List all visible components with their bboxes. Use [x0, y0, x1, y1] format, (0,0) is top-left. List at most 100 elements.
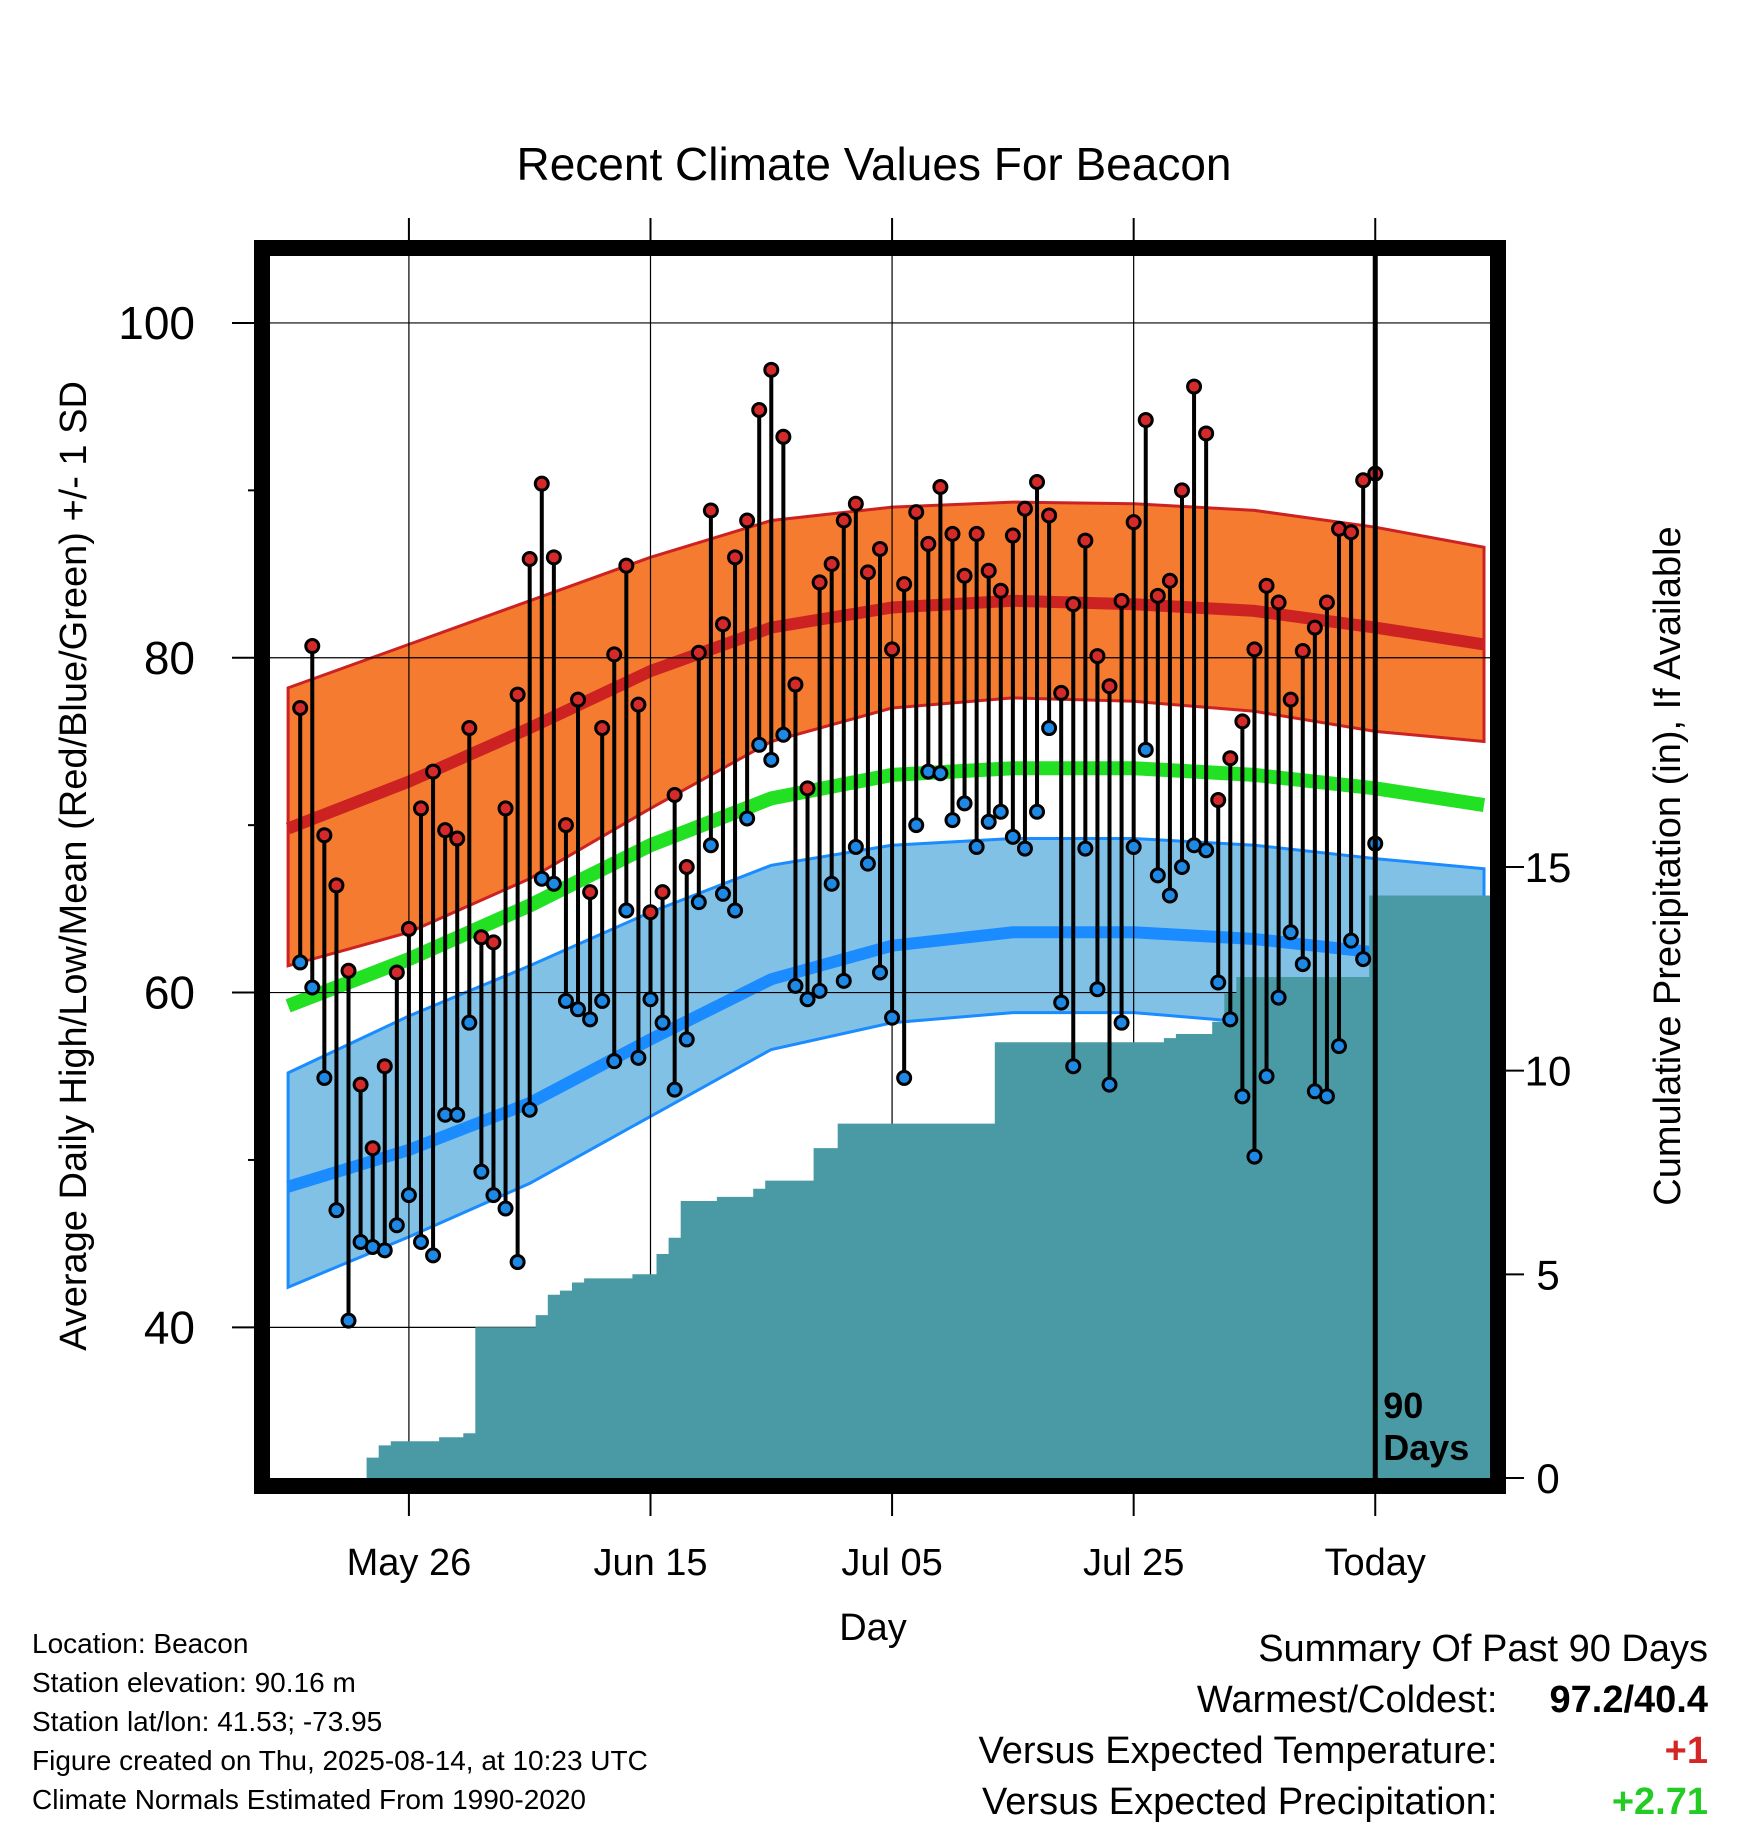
y2-tick-label: 5 — [1536, 1251, 1559, 1298]
low-point — [1101, 1076, 1118, 1093]
low-point — [570, 1001, 587, 1018]
low-point — [751, 736, 768, 753]
low-point — [388, 1217, 405, 1234]
high-point — [485, 934, 502, 951]
high-point — [1041, 507, 1058, 524]
summary-title: Summary Of Past 90 Days — [1258, 1628, 1708, 1670]
low-point — [799, 991, 816, 1008]
low-point — [1016, 840, 1033, 857]
precip-value: +2.71 — [1611, 1781, 1708, 1823]
x-tick-label: Today — [1325, 1542, 1426, 1584]
low-point — [678, 1031, 695, 1048]
high-point — [352, 1076, 369, 1093]
low-point — [1210, 974, 1227, 991]
axes: May 26 Jun 15 Jul 05 Jul 25 Today 40 60 80 100 0 5… — [118, 218, 1571, 1584]
x-axis-title: Day — [839, 1607, 907, 1649]
low-point — [376, 1242, 393, 1259]
high-point — [618, 557, 635, 574]
high-point — [1343, 524, 1360, 541]
high-point — [823, 556, 840, 573]
high-point — [1065, 596, 1082, 613]
low-point — [1270, 989, 1287, 1006]
low-point — [400, 1187, 417, 1204]
high-point — [1016, 500, 1033, 517]
high-point — [388, 964, 405, 981]
high-point — [570, 691, 587, 708]
low-point — [509, 1254, 526, 1271]
low-point — [1343, 932, 1360, 949]
high-point — [968, 525, 985, 542]
x-tick-label: Jun 15 — [593, 1542, 707, 1584]
low-point — [1004, 828, 1021, 845]
low-point — [1053, 994, 1070, 1011]
summary-panel: Summary Of Past 90 Days Warmest/Coldest:… — [979, 1624, 1708, 1828]
high-point — [980, 562, 997, 579]
y2-tick-label: 15 — [1525, 844, 1572, 891]
low-point — [1029, 803, 1046, 820]
low-point — [932, 765, 949, 782]
high-point — [702, 502, 719, 519]
high-point — [364, 1140, 381, 1157]
low-point — [739, 810, 756, 827]
high-point — [1210, 792, 1227, 809]
low-point — [340, 1312, 357, 1329]
low-point — [690, 894, 707, 911]
y-tick-label: 60 — [144, 967, 195, 1019]
x-tick-label: Jul 25 — [1083, 1542, 1184, 1584]
high-point — [1089, 648, 1106, 665]
daily-range-stems — [298, 369, 1378, 1321]
high-point — [714, 616, 731, 633]
high-point — [533, 475, 550, 492]
high-point — [497, 800, 514, 817]
high-point — [678, 859, 695, 875]
high-point — [835, 512, 852, 529]
low-point — [666, 1081, 683, 1098]
high-point — [594, 720, 611, 737]
low-point — [956, 795, 973, 812]
high-point — [1258, 577, 1275, 594]
high-point — [956, 567, 973, 584]
low-point — [642, 991, 659, 1008]
y2-tick-label: 0 — [1536, 1455, 1559, 1502]
high-point — [1113, 592, 1130, 609]
normals-text: Climate Normals Estimated From 1990-2020 — [32, 1784, 586, 1815]
y-tick-label: 100 — [118, 297, 195, 349]
high-point — [690, 644, 707, 661]
today-days-word: Days — [1383, 1427, 1469, 1468]
high-point — [557, 817, 574, 834]
high-point — [727, 549, 744, 566]
precip-area — [294, 895, 1491, 1478]
high-point — [739, 512, 756, 529]
low-point — [1294, 956, 1311, 973]
low-point — [449, 1106, 466, 1123]
y2-axis-title: Cumulative Precipitation (in), If Availa… — [1647, 526, 1689, 1205]
low-point — [630, 1049, 647, 1066]
high-point — [896, 576, 913, 593]
high-point — [1270, 594, 1287, 611]
low-point — [557, 992, 574, 1009]
low-point — [884, 1009, 901, 1026]
low-point — [545, 875, 562, 892]
high-point — [449, 830, 466, 847]
high-point — [437, 822, 454, 839]
today-days-number: 90 — [1383, 1385, 1423, 1426]
high-point — [1294, 643, 1311, 660]
x-tick-label: May 26 — [347, 1542, 472, 1584]
precip-label: Versus Expected Precipitation: — [982, 1781, 1498, 1823]
high-point — [400, 920, 417, 937]
high-point — [1161, 572, 1178, 589]
x-tick-label: Jul 05 — [841, 1542, 942, 1584]
high-point — [799, 780, 816, 797]
latlon-text: Station lat/lon: 41.53; -73.95 — [32, 1706, 383, 1737]
high-point — [763, 361, 780, 378]
low-point — [1318, 1088, 1335, 1105]
summary-precip-row: Versus Expected Precipitation: +2.71 — [979, 1777, 1708, 1828]
created-text: Figure created on Thu, 2025-08-14, at 10… — [32, 1745, 648, 1776]
low-point — [1041, 720, 1058, 737]
high-point — [1355, 472, 1372, 489]
high-point — [908, 504, 925, 521]
high-point — [630, 696, 647, 713]
high-point — [992, 582, 1009, 599]
high-point — [1198, 425, 1215, 442]
high-point — [582, 884, 599, 901]
